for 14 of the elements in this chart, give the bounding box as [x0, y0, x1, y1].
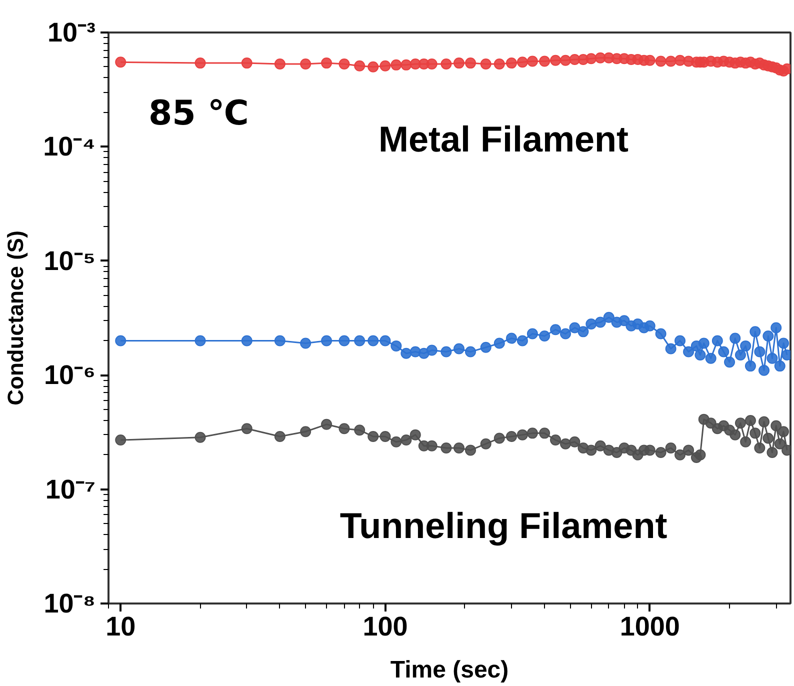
y-axis-title: Conductance (S) [3, 230, 28, 406]
series-label: Metal Filament [378, 118, 629, 160]
y-tick-label: 10⁻⁷ [45, 474, 96, 504]
x-axis-title: Time (sec) [390, 656, 509, 684]
y-tick-label: 10⁻⁸ [44, 588, 96, 618]
x-tick-label: 1000 [620, 612, 680, 642]
annotation: 85 ℃ [148, 94, 249, 134]
y-tick-label: 10⁻³ [47, 18, 96, 48]
y-tick-label: 10⁻⁴ [43, 132, 96, 162]
x-tick-label: 10 [106, 612, 136, 642]
y-tick-label: 10⁻⁶ [44, 360, 96, 390]
series-label: Tunneling Filament [340, 504, 668, 546]
y-tick-label: 10⁻⁵ [44, 246, 96, 276]
x-tick-label: 100 [362, 612, 408, 642]
